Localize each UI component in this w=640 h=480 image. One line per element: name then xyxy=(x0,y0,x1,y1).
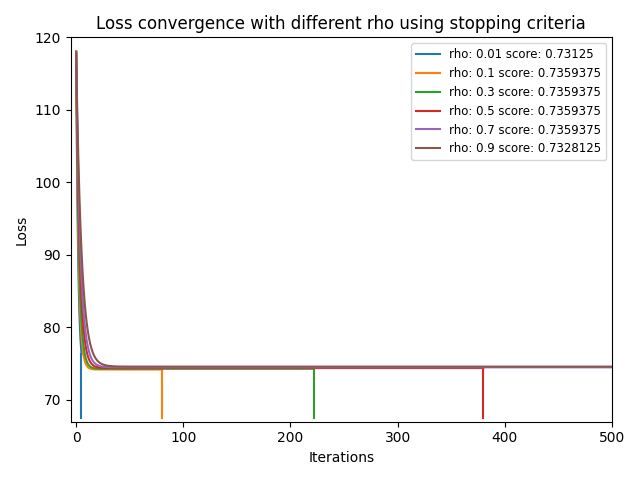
rho: 0.01 score: 0.73125: (4, 78.4): 0.01 score: 0.73125: (4, 78.4) xyxy=(77,336,84,342)
X-axis label: Iterations: Iterations xyxy=(308,451,374,465)
Line: rho: 0.5 score: 0.7359375: rho: 0.5 score: 0.7359375 xyxy=(76,52,483,368)
rho: 0.5 score: 0.7359375: (247, 74.4): 0.5 score: 0.7359375: (247, 74.4) xyxy=(337,365,344,371)
rho: 0.3 score: 0.7359375: (222, 74.3): 0.3 score: 0.7359375: (222, 74.3) xyxy=(310,366,318,372)
rho: 0.9 score: 0.7328125: (124, 74.6): 0.9 score: 0.7328125: (124, 74.6) xyxy=(205,364,213,370)
rho: 0.9 score: 0.7328125: (323, 74.6): 0.9 score: 0.7328125: (323, 74.6) xyxy=(419,364,426,370)
Line: rho: 0.3 score: 0.7359375: rho: 0.3 score: 0.7359375 xyxy=(76,52,314,369)
rho: 0.3 score: 0.7359375: (86, 74.3): 0.3 score: 0.7359375: (86, 74.3) xyxy=(164,366,172,372)
rho: 0.3 score: 0.7359375: (49, 74.3): 0.3 score: 0.7359375: (49, 74.3) xyxy=(125,366,132,372)
rho: 0.1 score: 0.7359375: (50, 74.2): 0.1 score: 0.7359375: (50, 74.2) xyxy=(126,367,134,372)
rho: 0.7 score: 0.7359375: (415, 74.5): 0.7 score: 0.7359375: (415, 74.5) xyxy=(517,364,525,370)
rho: 0.7 score: 0.7359375: (0, 118): 0.7 score: 0.7359375: (0, 118) xyxy=(72,49,80,55)
Line: rho: 0.1 score: 0.7359375: rho: 0.1 score: 0.7359375 xyxy=(76,52,162,370)
rho: 0.01 score: 0.73125: (2, 88.3): 0.01 score: 0.73125: (2, 88.3) xyxy=(74,264,82,270)
rho: 0.3 score: 0.7359375: (219, 74.3): 0.3 score: 0.7359375: (219, 74.3) xyxy=(307,366,315,372)
rho: 0.5 score: 0.7359375: (0, 118): 0.5 score: 0.7359375: (0, 118) xyxy=(72,49,80,55)
rho: 0.1 score: 0.7359375: (44, 74.2): 0.1 score: 0.7359375: (44, 74.2) xyxy=(120,367,127,372)
rho: 0.1 score: 0.7359375: (69, 74.2): 0.1 score: 0.7359375: (69, 74.2) xyxy=(146,367,154,372)
rho: 0.3 score: 0.7359375: (96, 74.3): 0.3 score: 0.7359375: (96, 74.3) xyxy=(175,366,183,372)
rho: 0.1 score: 0.7359375: (72, 74.2): 0.1 score: 0.7359375: (72, 74.2) xyxy=(150,367,157,372)
Line: rho: 0.7 score: 0.7359375: rho: 0.7 score: 0.7359375 xyxy=(76,52,612,367)
rho: 0.01 score: 0.73125: (5, 76.3): 0.01 score: 0.73125: (5, 76.3) xyxy=(77,351,85,357)
rho: 0.7 score: 0.7359375: (145, 74.5): 0.7 score: 0.7359375: (145, 74.5) xyxy=(228,364,236,370)
rho: 0.1 score: 0.7359375: (79, 74.2): 0.1 score: 0.7359375: (79, 74.2) xyxy=(157,367,164,372)
rho: 0.9 score: 0.7328125: (145, 74.6): 0.9 score: 0.7328125: (145, 74.6) xyxy=(228,364,236,370)
rho: 0.9 score: 0.7328125: (329, 74.6): 0.9 score: 0.7328125: (329, 74.6) xyxy=(425,364,433,370)
rho: 0.5 score: 0.7359375: (104, 74.4): 0.5 score: 0.7359375: (104, 74.4) xyxy=(184,365,191,371)
rho: 0.5 score: 0.7359375: (243, 74.4): 0.5 score: 0.7359375: (243, 74.4) xyxy=(333,365,340,371)
rho: 0.7 score: 0.7359375: (124, 74.5): 0.7 score: 0.7359375: (124, 74.5) xyxy=(205,364,213,370)
rho: 0.7 score: 0.7359375: (329, 74.5): 0.7 score: 0.7359375: (329, 74.5) xyxy=(425,364,433,370)
rho: 0.9 score: 0.7328125: (415, 74.6): 0.9 score: 0.7328125: (415, 74.6) xyxy=(517,364,525,370)
Legend: rho: 0.01 score: 0.73125, rho: 0.1 score: 0.7359375, rho: 0.3 score: 0.7359375, : rho: 0.01 score: 0.73125, rho: 0.1 score… xyxy=(412,43,606,160)
rho: 0.7 score: 0.7359375: (500, 74.5): 0.7 score: 0.7359375: (500, 74.5) xyxy=(608,364,616,370)
rho: 0.9 score: 0.7328125: (183, 74.6): 0.9 score: 0.7328125: (183, 74.6) xyxy=(268,364,276,370)
rho: 0.1 score: 0.7359375: (65, 74.2): 0.1 score: 0.7359375: (65, 74.2) xyxy=(142,367,150,372)
Title: Loss convergence with different rho using stopping criteria: Loss convergence with different rho usin… xyxy=(97,15,586,33)
rho: 0.5 score: 0.7359375: (297, 74.4): 0.5 score: 0.7359375: (297, 74.4) xyxy=(390,365,398,371)
rho: 0.01 score: 0.73125: (0, 118): 0.01 score: 0.73125: (0, 118) xyxy=(72,49,80,55)
rho: 0.9 score: 0.7328125: (182, 74.6): 0.9 score: 0.7328125: (182, 74.6) xyxy=(268,364,275,370)
rho: 0.7 score: 0.7359375: (323, 74.5): 0.7 score: 0.7359375: (323, 74.5) xyxy=(419,364,426,370)
rho: 0.9 score: 0.7328125: (500, 74.6): 0.9 score: 0.7328125: (500, 74.6) xyxy=(608,364,616,370)
Y-axis label: Loss: Loss xyxy=(15,215,29,245)
rho: 0.5 score: 0.7359375: (380, 74.4): 0.5 score: 0.7359375: (380, 74.4) xyxy=(479,365,487,371)
rho: 0.3 score: 0.7359375: (0, 118): 0.3 score: 0.7359375: (0, 118) xyxy=(72,49,80,55)
rho: 0.1 score: 0.7359375: (59, 74.2): 0.1 score: 0.7359375: (59, 74.2) xyxy=(136,367,143,372)
rho: 0.9 score: 0.7328125: (0, 118): 0.9 score: 0.7328125: (0, 118) xyxy=(72,49,80,55)
rho: 0.5 score: 0.7359375: (15, 74.9): 0.5 score: 0.7359375: (15, 74.9) xyxy=(88,361,96,367)
rho: 0.3 score: 0.7359375: (92, 74.3): 0.3 score: 0.7359375: (92, 74.3) xyxy=(171,366,179,372)
rho: 0.7 score: 0.7359375: (146, 74.5): 0.7 score: 0.7359375: (146, 74.5) xyxy=(228,364,236,370)
rho: 0.1 score: 0.7359375: (0, 118): 0.1 score: 0.7359375: (0, 118) xyxy=(72,49,80,55)
Line: rho: 0.01 score: 0.73125: rho: 0.01 score: 0.73125 xyxy=(76,52,81,354)
rho: 0.3 score: 0.7359375: (114, 74.3): 0.3 score: 0.7359375: (114, 74.3) xyxy=(195,366,202,372)
rho: 0.01 score: 0.73125: (3, 82): 0.01 score: 0.73125: (3, 82) xyxy=(76,310,83,315)
rho: 0.3 score: 0.7359375: (102, 74.3): 0.3 score: 0.7359375: (102, 74.3) xyxy=(182,366,189,372)
Line: rho: 0.9 score: 0.7328125: rho: 0.9 score: 0.7328125 xyxy=(76,52,612,367)
rho: 0.7 score: 0.7359375: (183, 74.5): 0.7 score: 0.7359375: (183, 74.5) xyxy=(268,364,276,370)
rho: 0.1 score: 0.7359375: (80, 74.2): 0.1 score: 0.7359375: (80, 74.2) xyxy=(158,367,166,372)
rho: 0.01 score: 0.73125: (1, 99.2): 0.01 score: 0.73125: (1, 99.2) xyxy=(74,185,81,191)
rho: 0.5 score: 0.7359375: (122, 74.4): 0.5 score: 0.7359375: (122, 74.4) xyxy=(203,365,211,371)
rho: 0.5 score: 0.7359375: (55, 74.4): 0.5 score: 0.7359375: (55, 74.4) xyxy=(131,365,139,371)
